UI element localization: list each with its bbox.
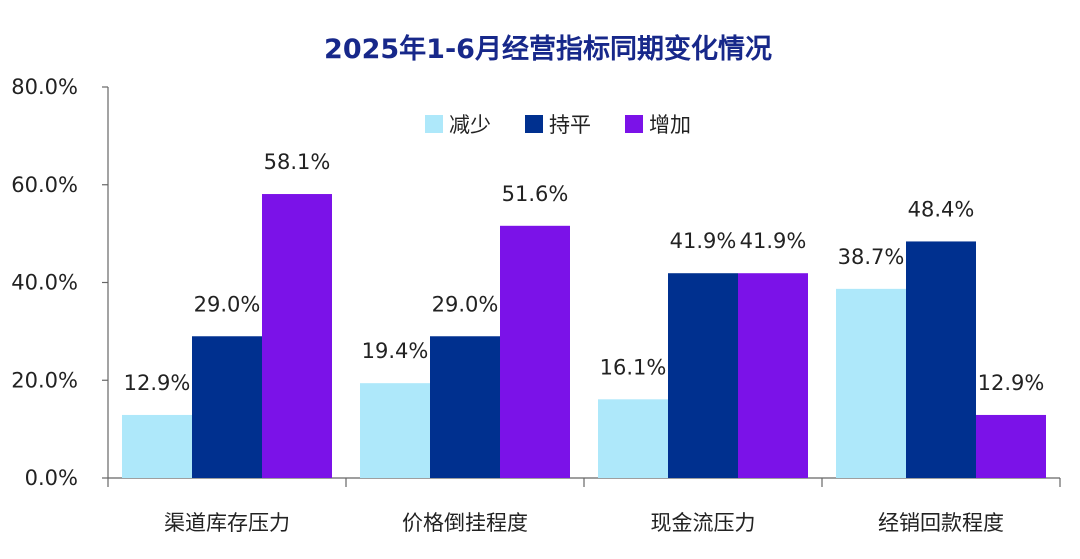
y-axis: 0.0% 20.0% 40.0% 60.0% 80.0%	[11, 75, 109, 490]
bar	[192, 336, 262, 478]
x-tick-label: 经销回款程度	[878, 511, 1004, 535]
data-label: 48.4%	[908, 197, 975, 221]
x-tick-label: 价格倒挂程度	[402, 511, 528, 535]
y-tick-label: 80.0%	[11, 75, 78, 99]
x-tick-label: 渠道库存压力	[164, 511, 290, 535]
data-label: 29.0%	[432, 292, 499, 316]
x-axis: 渠道库存压力 价格倒挂程度 现金流压力 经销回款程度	[107, 477, 1061, 535]
bar-series-group	[122, 194, 1046, 478]
data-label: 58.1%	[264, 150, 331, 174]
legend-label: 增加	[649, 113, 691, 137]
legend-swatch	[525, 115, 543, 133]
legend-swatch	[425, 115, 443, 133]
data-label-group: 12.9%29.0%58.1%19.4%29.0%51.6%16.1%41.9%…	[124, 150, 1045, 395]
y-tick-label: 40.0%	[11, 271, 78, 295]
data-label: 16.1%	[600, 355, 667, 379]
data-label: 41.9%	[670, 229, 737, 253]
x-tick-label: 现金流压力	[651, 511, 756, 535]
legend-swatch	[625, 115, 643, 133]
bar	[976, 414, 1046, 478]
legend-label: 减少	[449, 113, 491, 137]
data-label: 19.4%	[362, 339, 429, 363]
legend: 减少 持平 增加	[425, 113, 691, 137]
bar	[500, 225, 570, 478]
data-label: 29.0%	[194, 292, 261, 316]
legend-label: 持平	[549, 113, 591, 137]
data-label: 51.6%	[502, 182, 569, 206]
chart-title: 2025年1-6月经营指标同期变化情况	[324, 33, 772, 65]
bar	[738, 273, 808, 478]
data-label: 41.9%	[740, 229, 807, 253]
bar	[360, 383, 430, 478]
bar	[598, 399, 668, 478]
bar	[906, 241, 976, 478]
bar	[668, 273, 738, 478]
data-label: 38.7%	[838, 245, 905, 269]
y-tick-label: 60.0%	[11, 173, 78, 197]
data-label: 12.9%	[124, 371, 191, 395]
bar	[262, 194, 332, 478]
data-label: 12.9%	[978, 371, 1045, 395]
bar	[430, 336, 500, 478]
bar	[836, 288, 906, 478]
bar	[122, 414, 192, 478]
y-tick-label: 0.0%	[25, 466, 78, 490]
y-tick-label: 20.0%	[11, 368, 78, 392]
